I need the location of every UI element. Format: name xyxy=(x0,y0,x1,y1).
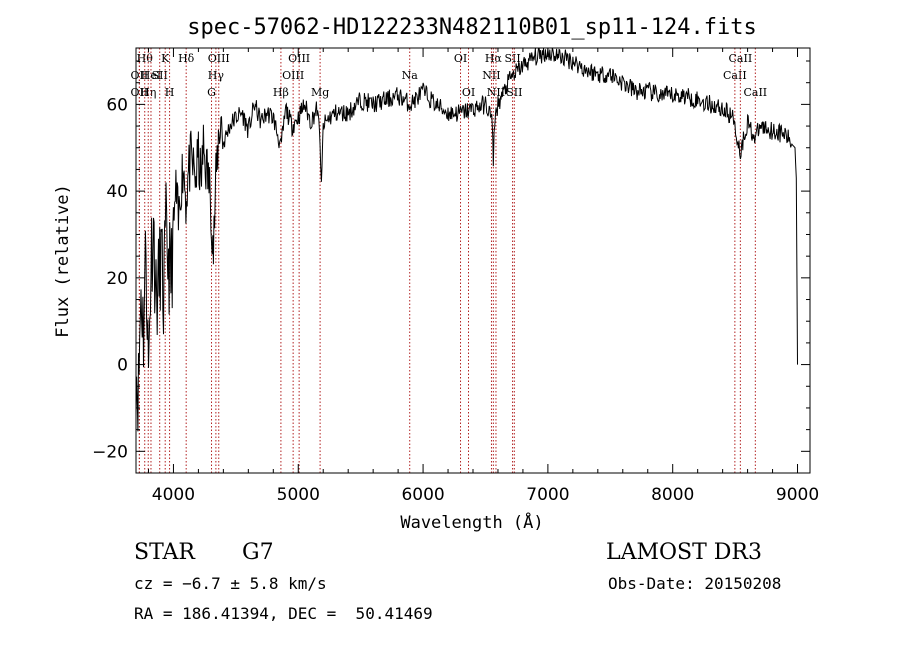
x-tick-label-1: 5000 xyxy=(277,485,320,505)
x-tick-label-0: 4000 xyxy=(152,485,195,505)
marker-label-25: CaII xyxy=(729,52,753,65)
y-axis: −20 0 20 40 60 xyxy=(92,60,810,474)
object-class: STAR xyxy=(134,540,195,565)
marker-label-24: CaII xyxy=(723,69,747,82)
y-tick-label-1: 0 xyxy=(117,356,128,376)
marker-label-1: OII xyxy=(131,86,149,99)
marker-label-18: OI xyxy=(462,86,475,99)
marker-label-5: SII xyxy=(152,69,168,82)
marker-label-17: OI xyxy=(454,52,467,65)
marker-label-10: Hγ xyxy=(208,69,225,82)
y-tick-label-2: 20 xyxy=(106,269,128,289)
marker-label-21: NII xyxy=(487,86,505,99)
x-tick-label-4: 8000 xyxy=(651,485,694,505)
marker-label-12: Hβ xyxy=(273,86,289,99)
chart-title: spec-57062-HD122233N482110B01_sp11-124.f… xyxy=(187,15,757,40)
y-axis-label: Flux (relative) xyxy=(53,184,73,338)
marker-label-15: Mg xyxy=(311,86,329,99)
marker-label-7: H xyxy=(165,86,175,99)
marker-label-20: Hα xyxy=(485,52,503,65)
marker-label-6: K xyxy=(161,52,170,65)
observation-date: Obs-Date: 20150208 xyxy=(608,574,782,593)
object-subclass: G7 xyxy=(242,540,274,565)
marker-label-23: SII xyxy=(506,86,522,99)
redshift-cz: cz = −6.7 ± 5.8 km/s xyxy=(134,574,327,593)
y-tick-label-0: −20 xyxy=(92,442,128,462)
marker-label-13: OIII xyxy=(282,69,304,82)
x-tick-label-3: 7000 xyxy=(526,485,569,505)
emission-line-markers: OIIOIIHθHηHeISIIKHHδGHγOIIIHβOIIIOIIIMgN… xyxy=(131,48,767,473)
survey-name: LAMOST DR3 xyxy=(606,540,762,565)
marker-label-9: G xyxy=(207,86,216,99)
y-tick-label-3: 40 xyxy=(106,182,128,202)
x-tick-label-2: 6000 xyxy=(401,485,444,505)
x-tick-label-5: 9000 xyxy=(776,485,819,505)
marker-label-16: Na xyxy=(402,69,419,82)
marker-label-22: SII xyxy=(504,52,520,65)
x-axis-label: Wavelength (Å) xyxy=(400,511,543,533)
marker-label-3: Hη xyxy=(140,86,156,99)
marker-label-19: NII xyxy=(482,69,500,82)
spectrum-line xyxy=(135,47,798,432)
coordinates: RA = 186.41394, DEC = 50.41469 xyxy=(134,604,433,623)
marker-label-2: Hθ xyxy=(137,52,154,65)
y-tick-label-4: 60 xyxy=(106,95,128,115)
marker-label-0: OII xyxy=(131,69,149,82)
marker-label-8: Hδ xyxy=(178,52,195,65)
marker-label-14: OIII xyxy=(288,52,310,65)
marker-label-11: OIII xyxy=(208,52,230,65)
x-axis: 4000 5000 6000 7000 8000 9000 xyxy=(147,48,819,505)
marker-label-4: HeI xyxy=(141,69,161,82)
marker-label-26: CaII xyxy=(743,86,767,99)
